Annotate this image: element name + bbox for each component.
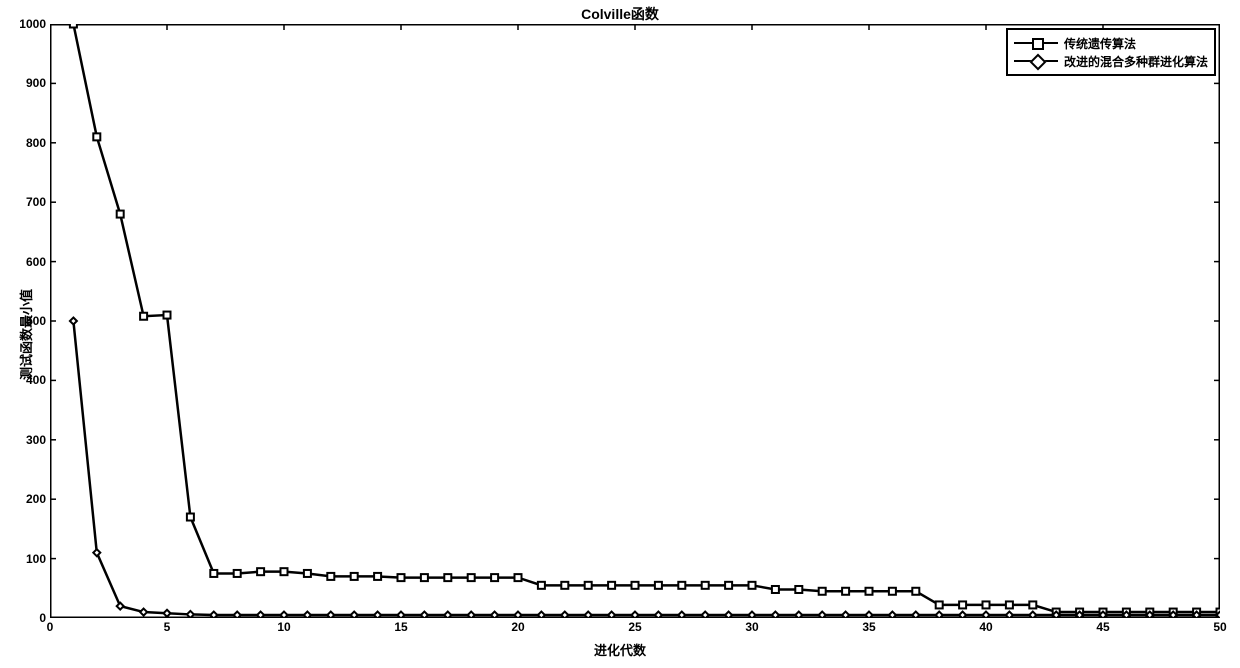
x-tick-label: 30 xyxy=(737,620,767,634)
legend-marker-diamond xyxy=(1014,54,1058,68)
y-tick-label: 900 xyxy=(6,76,46,90)
legend-item: 传统遗传算法 xyxy=(1014,34,1208,52)
legend: 传统遗传算法 改进的混合多种群进化算法 xyxy=(1006,28,1216,76)
x-tick-label: 35 xyxy=(854,620,884,634)
y-tick-label: 200 xyxy=(6,492,46,506)
x-tick-label: 25 xyxy=(620,620,650,634)
chart-figure: Colville函数 测试函数最小值 进化代数 0 100 200 300 400 500… xyxy=(0,0,1240,668)
x-tick-label: 10 xyxy=(269,620,299,634)
x-tick-label: 5 xyxy=(152,620,182,634)
legend-label: 改进的混合多种群进化算法 xyxy=(1064,53,1208,70)
legend-item: 改进的混合多种群进化算法 xyxy=(1014,52,1208,70)
x-axis-label: 进化代数 xyxy=(0,640,1240,659)
x-tick-label: 40 xyxy=(971,620,1001,634)
legend-marker-square xyxy=(1014,36,1058,50)
y-tick-label: 300 xyxy=(6,433,46,447)
x-tick-label: 45 xyxy=(1088,620,1118,634)
y-tick-label: 600 xyxy=(6,255,46,269)
y-tick-label: 400 xyxy=(6,373,46,387)
y-axis-label: 测试函数最小值 xyxy=(16,289,35,380)
y-tick-label: 1000 xyxy=(6,17,46,31)
y-tick-label: 800 xyxy=(6,136,46,150)
legend-label: 传统遗传算法 xyxy=(1064,35,1136,52)
y-tick-label: 500 xyxy=(6,314,46,328)
y-tick-label: 700 xyxy=(6,195,46,209)
chart-title: Colville函数 xyxy=(0,4,1240,24)
x-tick-label: 0 xyxy=(35,620,65,634)
x-tick-label: 15 xyxy=(386,620,416,634)
plot-area xyxy=(50,24,1220,618)
x-tick-label: 50 xyxy=(1205,620,1235,634)
y-tick-label: 100 xyxy=(6,552,46,566)
x-tick-label: 20 xyxy=(503,620,533,634)
